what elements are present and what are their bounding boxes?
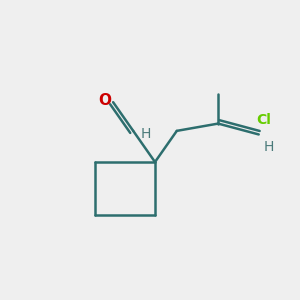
Text: H: H — [141, 127, 152, 141]
Text: O: O — [99, 93, 112, 108]
Text: Cl: Cl — [256, 113, 271, 128]
Text: H: H — [263, 140, 274, 154]
